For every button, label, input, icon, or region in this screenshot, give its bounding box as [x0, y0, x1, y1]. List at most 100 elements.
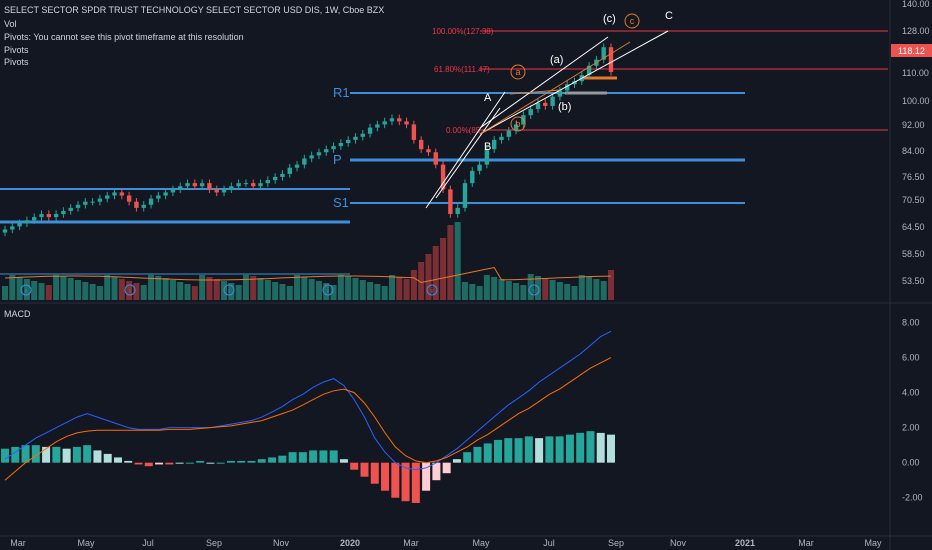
candle — [10, 226, 15, 230]
macd-histogram-bar — [360, 462, 369, 477]
macd-histogram-bar — [329, 450, 338, 463]
macd-histogram-bar — [144, 462, 153, 467]
macd-histogram-bar — [288, 452, 297, 463]
macd-histogram-bar — [432, 462, 441, 481]
macd-histogram-bar — [524, 436, 533, 463]
volume-marker — [322, 284, 334, 296]
macd-histogram-bar — [422, 462, 431, 491]
wave-label: A — [484, 92, 492, 104]
time-tick-label: Sep — [608, 538, 624, 548]
candle — [491, 139, 497, 150]
candle — [199, 183, 205, 187]
volume-bar — [206, 277, 213, 300]
volume-bar — [564, 284, 571, 300]
volume-bar — [228, 283, 235, 300]
candle — [433, 152, 438, 165]
candle — [17, 223, 22, 227]
candle — [550, 96, 555, 106]
volume-bar — [432, 246, 439, 300]
candle — [309, 155, 314, 159]
candle — [207, 183, 212, 190]
candle — [316, 152, 322, 156]
volume-bar — [257, 278, 264, 300]
candle — [528, 109, 533, 116]
volume-bar — [476, 286, 483, 300]
macd-histogram-bar — [11, 446, 20, 463]
candle — [163, 192, 168, 196]
volume-bar — [534, 276, 541, 300]
candle — [214, 189, 219, 193]
candle — [272, 176, 278, 181]
candle — [440, 164, 446, 190]
macd-histogram-bar — [226, 460, 235, 463]
price-tick-label: 100.00 — [902, 96, 930, 106]
volume-marker — [426, 284, 438, 296]
macd-histogram-bar — [586, 431, 595, 463]
volume-bar — [191, 286, 198, 300]
candle — [448, 189, 453, 215]
wave-circle — [510, 116, 526, 132]
pivots-legend-1: Pivots: You cannot see this pivot timefr… — [4, 32, 244, 42]
macd-histogram-bar — [565, 434, 574, 463]
macd-histogram-bar — [113, 457, 122, 463]
trend-line — [509, 89, 561, 95]
price-tick-label: 58.50 — [902, 249, 925, 259]
volume-bar — [264, 280, 271, 300]
macd-tick-label: 0.00 — [902, 458, 920, 468]
macd-histogram-bar — [545, 436, 554, 463]
volume-bar — [352, 278, 359, 300]
wave-label-circled: b — [515, 119, 520, 129]
macd-histogram-bar — [278, 455, 287, 463]
macd-histogram-bar — [72, 446, 81, 463]
candle — [126, 195, 132, 202]
candle — [586, 65, 592, 76]
candle — [178, 186, 183, 190]
macd-histogram-bar — [339, 459, 348, 463]
macd-histogram-bar — [124, 460, 133, 463]
time-tick-label: Nov — [273, 538, 290, 548]
macd-histogram-bar — [175, 462, 184, 464]
candle — [367, 127, 373, 134]
candle — [324, 149, 329, 153]
volume-bar — [367, 282, 374, 300]
volume-bar — [235, 285, 242, 300]
candle — [353, 136, 358, 140]
volume-bar — [111, 277, 118, 300]
volume-bar — [308, 279, 315, 300]
candle — [185, 183, 190, 187]
candle — [2, 229, 8, 233]
candle — [97, 198, 103, 202]
candle — [119, 192, 125, 196]
wave-label-circled: a — [515, 67, 520, 77]
volume-bar — [593, 279, 600, 300]
candle — [455, 207, 460, 215]
volume-marker — [223, 284, 235, 296]
volume-bar — [89, 284, 96, 300]
volume-bar — [126, 281, 133, 300]
volume-marker — [20, 284, 32, 296]
wave-label-circled: c — [630, 16, 635, 26]
volume-bar — [294, 275, 301, 300]
candle — [389, 118, 395, 122]
candle — [462, 183, 468, 208]
candle — [601, 47, 606, 60]
macd-histogram-bar — [596, 432, 605, 463]
candle — [53, 214, 59, 218]
candle — [61, 210, 66, 215]
volume-bar — [213, 279, 220, 300]
candle — [338, 143, 344, 147]
volume-bar — [242, 274, 249, 300]
volume-bar — [491, 277, 498, 300]
candle — [243, 183, 249, 185]
macd-histogram-bar — [42, 446, 51, 463]
volume-bar — [323, 283, 330, 300]
macd-histogram-bar — [514, 438, 523, 463]
price-tick-label: 64.50 — [902, 222, 925, 232]
time-tick-label: May — [864, 538, 882, 548]
volume-bar — [608, 270, 614, 300]
price-tick-label: 140.00 — [902, 0, 930, 9]
volume-bar — [440, 238, 447, 300]
macd-histogram-bar — [370, 462, 379, 484]
candle — [557, 90, 563, 97]
